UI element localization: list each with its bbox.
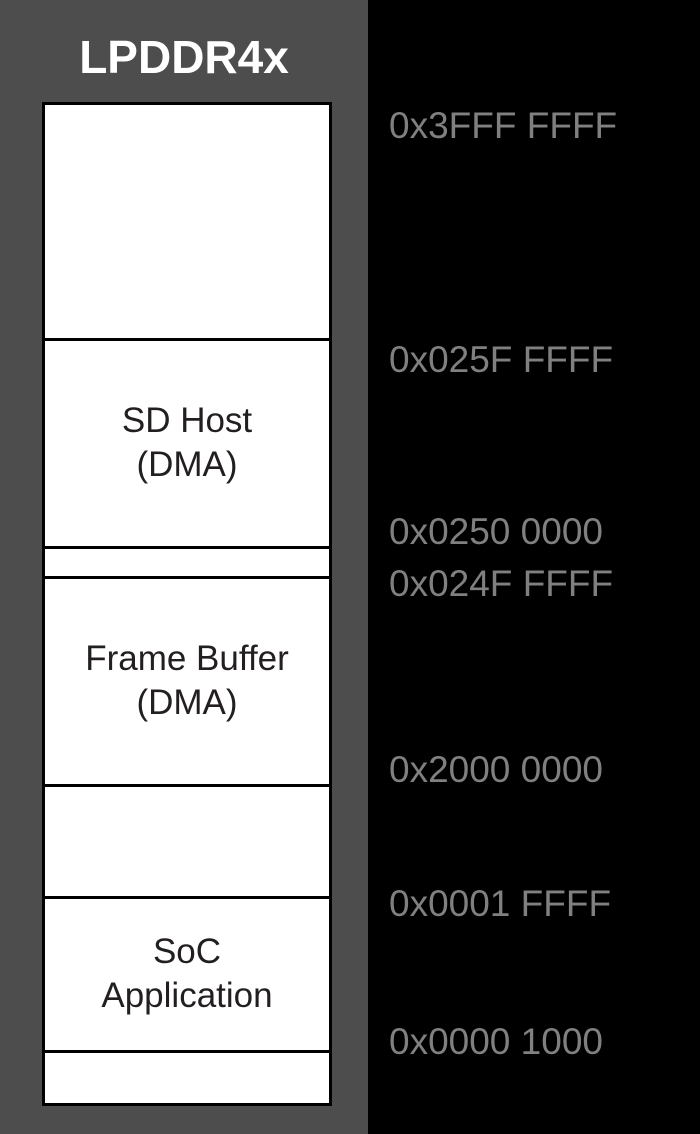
region-divider [45,338,329,341]
region-divider [45,1050,329,1053]
address-label: 0x025F FFFF [389,339,613,381]
memory-region [45,547,329,577]
address-label: 0x0000 1000 [389,1021,603,1063]
address-label: 0x0001 FFFF [389,883,611,925]
panel-title: LPDDR4x [0,30,368,84]
address-label: 0x2000 0000 [389,749,603,791]
memory-region [45,105,329,339]
memory-region [45,1051,329,1109]
memory-region: SD Host(DMA) [45,339,329,547]
region-divider [45,896,329,899]
address-label: 0x024F FFFF [389,563,613,605]
address-label: 0x3FFF FFFF [389,105,617,147]
region-divider [45,576,329,579]
memory-region: SoCApplication [45,897,329,1051]
address-label: 0x0250 0000 [389,511,603,553]
region-label: SD Host(DMA) [122,399,252,487]
region-label: Frame Buffer(DMA) [85,637,289,725]
left-panel: LPDDR4x SD Host(DMA) Frame Buffer(DMA) SoC… [0,0,368,1134]
region-divider [45,784,329,787]
memory-region [45,785,329,897]
memory-column: SD Host(DMA) Frame Buffer(DMA) SoCApplicat… [42,102,332,1106]
region-label: SoCApplication [101,930,272,1018]
region-divider [45,546,329,549]
memory-map-diagram: LPDDR4x SD Host(DMA) Frame Buffer(DMA) SoC… [0,0,700,1134]
memory-region: Frame Buffer(DMA) [45,577,329,785]
